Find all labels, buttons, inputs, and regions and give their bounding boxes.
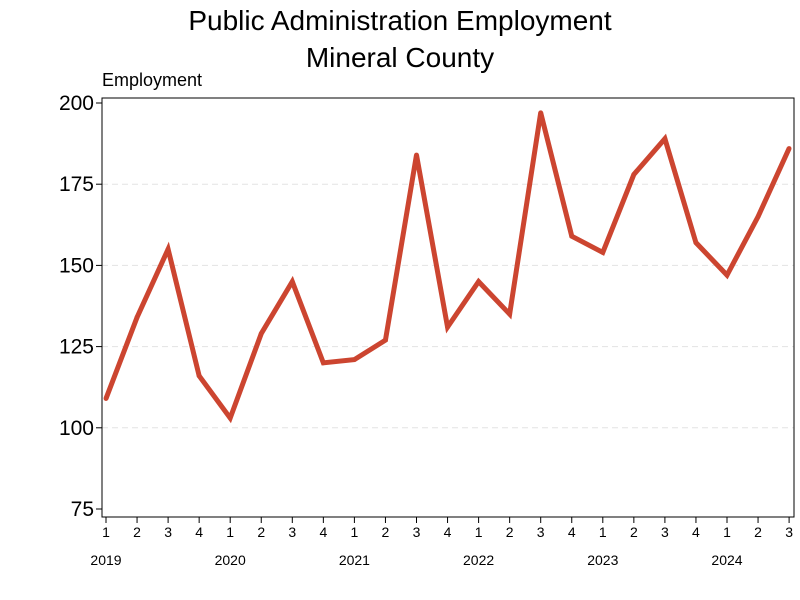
x-tick-label-quarter: 3	[537, 524, 545, 540]
data-point	[414, 152, 419, 158]
x-axis-ticks: 1 2 3 4 1 2 3 4 1 2 3 4 1 2 3 4 1 2 3 4 1 2 3 2019 2020 2021 2022 2…	[90, 517, 793, 568]
x-tick-label-quarter: 2	[257, 524, 265, 540]
x-tick-label-quarter: 2	[630, 524, 638, 540]
x-tick-label-year: 2024	[711, 552, 742, 568]
y-tick-label: 200	[59, 92, 94, 115]
x-tick-label-year: 2021	[339, 552, 370, 568]
x-tick-label-year: 2022	[463, 552, 494, 568]
chart-title-line-1: Public Administration Employment	[188, 5, 612, 36]
x-tick-label-quarter: 1	[351, 524, 359, 540]
x-tick-label-quarter: 3	[785, 524, 793, 540]
x-tick-label-quarter: 1	[226, 524, 234, 540]
data-point	[631, 172, 637, 177]
x-tick-label-quarter: 1	[723, 524, 731, 540]
plot-frame	[101, 97, 795, 518]
x-tick-label-quarter: 1	[102, 524, 110, 540]
y-axis-ticks: 75 100 125 150 175 200	[59, 92, 102, 521]
y-axis-label: Employment	[102, 70, 202, 90]
x-tick-label-quarter: 1	[475, 524, 483, 540]
data-point	[103, 396, 109, 401]
x-tick-label-quarter: 1	[599, 524, 607, 540]
data-point	[227, 415, 233, 421]
y-tick-label: 75	[71, 498, 94, 521]
x-tick-label-quarter: 4	[692, 524, 700, 540]
data-point	[352, 357, 357, 362]
data-point	[196, 373, 202, 379]
data-point	[320, 360, 326, 366]
data-point	[662, 136, 668, 142]
x-tick-label-quarter: 4	[319, 524, 327, 540]
x-tick-label-quarter: 3	[661, 524, 669, 540]
x-tick-label-quarter: 2	[133, 524, 141, 540]
data-point	[600, 250, 606, 255]
data-point	[383, 337, 388, 343]
y-tick-label: 125	[59, 336, 94, 359]
x-tick-label-quarter: 2	[506, 524, 514, 540]
data-point	[289, 279, 295, 285]
x-tick-label-year: 2019	[90, 552, 121, 568]
data-point	[165, 246, 171, 252]
x-tick-label-quarter: 2	[382, 524, 390, 540]
data-point	[569, 233, 575, 239]
data-point	[724, 272, 730, 278]
x-tick-label-year: 2020	[215, 552, 246, 568]
x-tick-label-quarter: 3	[413, 524, 421, 540]
x-tick-label-quarter: 2	[754, 524, 762, 540]
data-point	[538, 110, 544, 116]
x-tick-label-year: 2023	[587, 552, 618, 568]
grid-lines	[102, 183, 794, 429]
x-tick-label-quarter: 3	[288, 524, 296, 540]
data-point	[755, 214, 761, 220]
data-point	[476, 279, 481, 285]
data-point	[445, 324, 450, 330]
y-tick-label: 100	[59, 417, 94, 440]
x-tick-label-quarter: 4	[568, 524, 576, 540]
data-point	[258, 331, 264, 337]
series-layer	[103, 110, 792, 424]
chart-title-line-2: Mineral County	[306, 42, 494, 73]
data-point	[507, 311, 513, 317]
y-tick-label: 175	[59, 173, 94, 196]
x-tick-label-quarter: 4	[195, 524, 203, 540]
x-tick-label-quarter: 3	[164, 524, 172, 540]
data-point	[134, 314, 140, 320]
y-tick-label: 150	[59, 254, 94, 277]
x-tick-label-quarter: 4	[444, 524, 452, 540]
data-point	[693, 240, 699, 246]
data-point	[786, 146, 792, 151]
